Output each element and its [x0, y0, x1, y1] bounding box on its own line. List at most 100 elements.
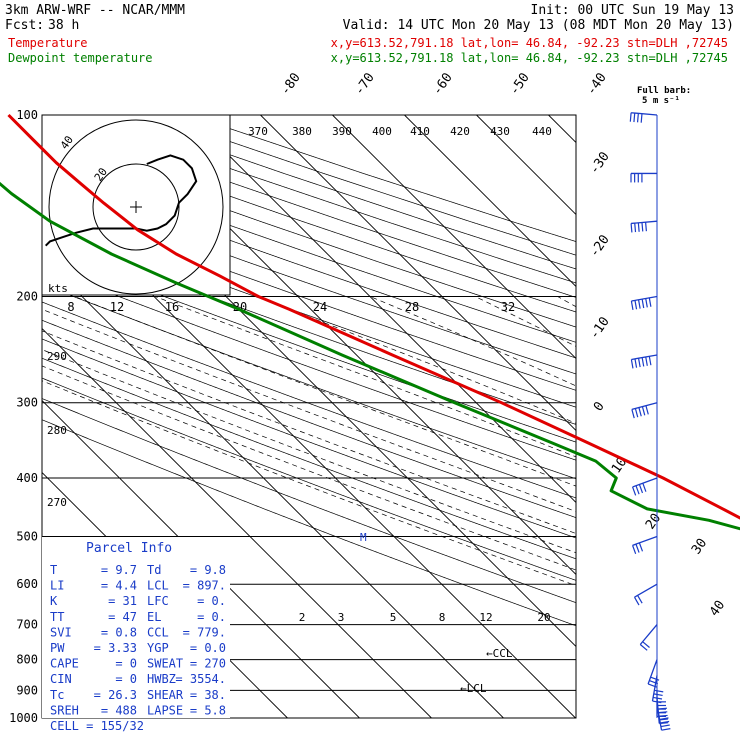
parcel-param-label: LAPSE: [147, 703, 183, 717]
mixing-ratio-label: 12: [479, 611, 492, 624]
parcel-param-value: = 3554.: [175, 672, 226, 686]
parcel-param-value: = 3.33: [94, 641, 137, 655]
dry-adiabat: [42, 398, 576, 604]
mixing-ratio-label: 12: [110, 300, 124, 314]
isotherm-line: [42, 327, 432, 718]
parcel-param-label: T: [50, 563, 57, 577]
parcel-param-label: CELL = 155/32: [50, 719, 144, 733]
wind-barbs: [629, 112, 671, 731]
moist-adiabat: [42, 365, 576, 571]
theta-e-label: 410: [410, 125, 430, 138]
hodograph-trace: [44, 154, 198, 247]
dewpoint-location: x,y=613.52,791.18 lat,lon= 46.84, -92.23…: [331, 51, 728, 65]
pressure-tick-label: 100: [16, 108, 38, 122]
parcel-param-value: = 4.4: [101, 579, 137, 593]
theta-label: 290: [47, 350, 67, 363]
pressure-tick-label: 1000: [9, 711, 38, 725]
parcel-param-value: = 0.0: [190, 641, 226, 655]
wind-barb: [630, 172, 657, 183]
parcel-param-label: CIN: [50, 672, 72, 686]
theta-e-label: 420: [450, 125, 470, 138]
wind-barb: [632, 477, 658, 496]
dewpoint-trace: [0, 181, 740, 531]
theta-e-label: 380: [292, 125, 312, 138]
dry-adiabat: [42, 217, 576, 408]
parcel-param-label: SHEAR: [147, 688, 184, 702]
isotherm-line: [42, 255, 504, 718]
wind-barb: [633, 583, 658, 606]
dry-adiabat: [42, 319, 576, 518]
parcel-param-value: = 38.: [190, 688, 226, 702]
theta-e-label: 400: [372, 125, 392, 138]
dry-adiabat: [42, 338, 576, 539]
init-time: Init: 00 UTC Sun 19 May 13: [531, 3, 735, 18]
parcel-param-value: = 897.: [183, 579, 226, 593]
hodograph-ring-label-40: 40: [58, 133, 76, 151]
wind-barb: [647, 659, 660, 688]
pressure-tick-label: 300: [16, 396, 38, 410]
forecast-hours: 38 h: [48, 18, 79, 33]
wind-barb: [632, 535, 658, 555]
theta-label: 280: [47, 424, 67, 437]
parcel-param-label: LFC: [147, 594, 169, 608]
wind-barb: [629, 112, 658, 123]
parcel-param-value: = 9.8: [190, 563, 226, 577]
mixing-ratio-label: 24: [313, 300, 327, 314]
parcel-param-label: SREH: [50, 703, 79, 717]
dry-adiabat: [42, 266, 576, 461]
isotherm-line: [42, 399, 360, 718]
parcel-param-value: = 31: [108, 594, 137, 608]
hodograph-ring-label-20: 20: [92, 165, 110, 183]
parcel-param-label: LI: [50, 579, 64, 593]
dry-adiabat: [42, 283, 576, 480]
isotherm-line: [404, 115, 576, 288]
level-annotation: M: [360, 531, 367, 544]
valid-time: Valid: 14 UTC Mon 20 May 13 (08 MDT Mon …: [343, 18, 734, 33]
dewpoint-legend: Dewpoint temperature: [8, 51, 153, 65]
parcel-param-label: SVI: [50, 625, 72, 639]
parcel-param-label: HWBZ: [147, 672, 176, 686]
parcel-param-label: PW: [50, 641, 65, 655]
isotherm-line: [332, 115, 576, 360]
isotherm-tick-label: 30: [689, 536, 710, 557]
hodograph-units: kts: [48, 282, 68, 295]
dry-adiabat: [42, 233, 576, 425]
mixing-ratio-label: 8: [439, 611, 446, 624]
temperature-legend: Temperature: [8, 36, 87, 50]
isotherm-tick-label: 20: [643, 511, 664, 532]
wind-barb: [631, 402, 658, 419]
dry-adiabat: [42, 419, 576, 627]
parcel-param-label: Td: [147, 563, 161, 577]
parcel-param-value: = 488: [101, 703, 137, 717]
parcel-param-label: TT: [50, 610, 64, 624]
parcel-param-label: Tc: [50, 688, 64, 702]
moist-adiabat: [42, 308, 576, 512]
parcel-info-panel: Parcel Info T = 9.7 Td = 9.8 LI = 4.4 LCL = 897…: [42, 537, 230, 733]
parcel-param-label: K: [50, 594, 58, 608]
mixing-ratio-label: 20: [537, 611, 550, 624]
parcel-param-value: = 0: [115, 657, 137, 671]
pressure-tick-label: 800: [16, 653, 38, 667]
mixing-ratio-label: 2: [299, 611, 306, 624]
wind-barb: [630, 295, 658, 311]
parcel-param-label: CAPE: [50, 657, 79, 671]
theta-e-label: 390: [332, 125, 352, 138]
parcel-param-value: = 270: [190, 657, 226, 671]
isotherm-tick-label: 40: [707, 598, 728, 619]
pressure-tick-label: 900: [16, 683, 38, 697]
temperature-location: x,y=613.52,791.18 lat,lon= 46.84, -92.23…: [331, 36, 728, 50]
parcel-param-label: EL: [147, 610, 161, 624]
mixing-ratio-label: 5: [390, 611, 397, 624]
parcel-param-value: = 0.: [197, 594, 226, 608]
dry-adiabat: [42, 186, 576, 375]
parcel-param-label: SWEAT: [147, 657, 183, 671]
parcel-param-label: YGP: [147, 641, 169, 655]
parcel-param-value: = 0: [115, 672, 137, 686]
model-title: 3km ARW-WRF -- NCAR/MMM: [5, 3, 185, 18]
theta-e-label: 430: [490, 125, 510, 138]
parcel-param-value: = 9.7: [101, 563, 137, 577]
isotherm-line: [260, 115, 576, 432]
full-barb-value: 5 m s⁻¹: [642, 96, 680, 106]
parcel-param-value: = 0.8: [101, 625, 137, 639]
